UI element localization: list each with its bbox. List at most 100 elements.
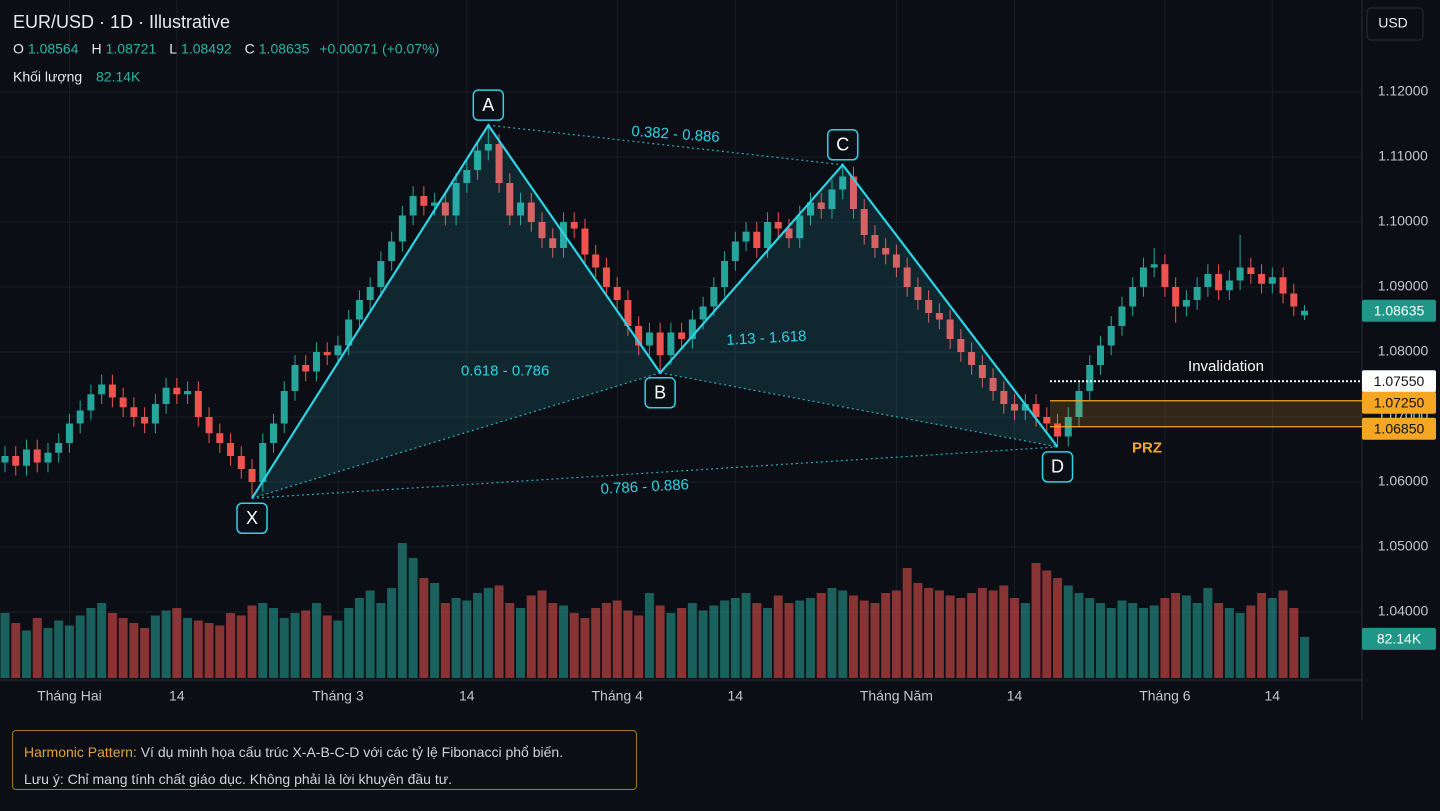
- volume-bar: [838, 590, 848, 678]
- volume-value: 82.14K: [96, 69, 141, 85]
- candle-body: [227, 443, 235, 456]
- ohlc-change: +0.00071 (+0.07%): [319, 41, 439, 57]
- x-tick-label: Tháng Hai: [37, 688, 102, 704]
- ohlc-key: L: [169, 41, 177, 57]
- volume-bar: [967, 593, 977, 678]
- volume-layer: [0, 543, 1310, 678]
- ohlc-value: 1.08564: [28, 41, 79, 57]
- candle-body: [1107, 326, 1115, 346]
- candle-body: [527, 202, 535, 222]
- candle-body: [312, 352, 320, 372]
- volume-bar: [279, 618, 289, 678]
- candle-body: [76, 410, 84, 424]
- ohlc-value: 1.08721: [106, 41, 157, 57]
- candle-body: [914, 287, 922, 300]
- volume-bar: [1031, 563, 1041, 678]
- y-tick-label: 1.09000: [1378, 278, 1429, 294]
- volume-bar: [677, 608, 687, 678]
- volume-bar: [709, 605, 719, 678]
- candle-body: [635, 326, 643, 346]
- candle-body: [592, 254, 600, 268]
- candle-body: [549, 238, 557, 248]
- volume-bar: [945, 595, 955, 678]
- candle-body: [978, 365, 986, 378]
- volume-bar: [118, 618, 128, 678]
- candle-body: [22, 449, 30, 466]
- volume-bar: [848, 595, 858, 678]
- volume-bar: [537, 590, 547, 678]
- candle-body: [65, 423, 73, 443]
- volume-bar: [365, 590, 375, 678]
- volume-bar: [1203, 588, 1213, 678]
- candle-body: [538, 222, 546, 239]
- volume-bar: [1160, 598, 1170, 678]
- chart: X A B C D 0.618 - 0.786 1.13 - 1.618 0.382 - 0.…: [0, 0, 1440, 720]
- candle-body: [1000, 391, 1008, 404]
- candle-body: [366, 287, 374, 300]
- x-tick-label: Tháng 6: [1139, 688, 1191, 704]
- candle-body: [656, 332, 664, 356]
- prz-label: PRZ: [1132, 440, 1162, 457]
- volume-bar: [451, 598, 461, 678]
- candle-body: [678, 332, 686, 339]
- volume-bar: [150, 615, 160, 678]
- candle-body: [280, 391, 288, 424]
- x-tick-label: 14: [1265, 688, 1281, 704]
- candle-body: [1215, 274, 1223, 291]
- candle-body: [12, 456, 20, 466]
- volume-bar: [322, 615, 332, 678]
- candle-body: [119, 397, 127, 408]
- candle-body: [817, 202, 825, 209]
- candle-body: [1258, 274, 1266, 284]
- candle-body: [216, 433, 224, 443]
- candle-body: [334, 345, 342, 356]
- candle-body: [946, 319, 954, 339]
- volume-bar: [902, 568, 912, 678]
- pattern-dotted-line: [660, 372, 1058, 448]
- pattern-point-label: C: [836, 135, 849, 155]
- candle-body: [237, 456, 245, 469]
- last-price-badge-text: 1.08635: [1374, 302, 1425, 318]
- currency-label[interactable]: USD: [1378, 15, 1408, 31]
- background: [0, 0, 1440, 720]
- volume-bar: [419, 578, 429, 678]
- note-line: Harmonic Pattern: Ví dụ minh họa cấu trú…: [24, 739, 625, 766]
- volume-bar: [623, 610, 633, 678]
- volume-bar: [999, 585, 1009, 678]
- candle-body: [796, 215, 804, 239]
- candle-body: [108, 384, 116, 398]
- pattern-point-label: B: [654, 383, 666, 403]
- volume-bar: [773, 595, 783, 678]
- volume-bar: [1300, 636, 1310, 678]
- volume-bar: [129, 623, 139, 678]
- candle-body: [184, 391, 192, 395]
- volume-bar: [934, 590, 944, 678]
- x-tick-label: Tháng 3: [312, 688, 364, 704]
- candle-body: [882, 248, 890, 255]
- volume-bar: [193, 620, 203, 678]
- candle-body: [162, 387, 170, 404]
- volume-bar: [1257, 593, 1267, 678]
- volume-bar: [54, 620, 64, 678]
- volume-bar: [795, 600, 805, 678]
- candle-body: [828, 189, 836, 209]
- candle-body: [1, 456, 9, 463]
- grid: [0, 0, 1362, 680]
- candle-body: [1129, 287, 1137, 307]
- candle-body: [925, 300, 933, 313]
- candle-body: [581, 228, 589, 255]
- currency-button[interactable]: [1366, 7, 1424, 41]
- candle-body: [839, 176, 847, 190]
- volume-bar: [1192, 603, 1202, 678]
- candle-body: [1150, 264, 1158, 268]
- candle-body: [935, 313, 943, 320]
- candle-body: [130, 407, 138, 417]
- pattern-dotted-line: [251, 372, 661, 499]
- candle-body: [860, 209, 868, 235]
- candle-body: [517, 202, 525, 216]
- volume-bar: [891, 590, 901, 678]
- candle-body: [151, 404, 159, 424]
- volume-bar: [816, 593, 826, 678]
- candle-body: [259, 443, 267, 482]
